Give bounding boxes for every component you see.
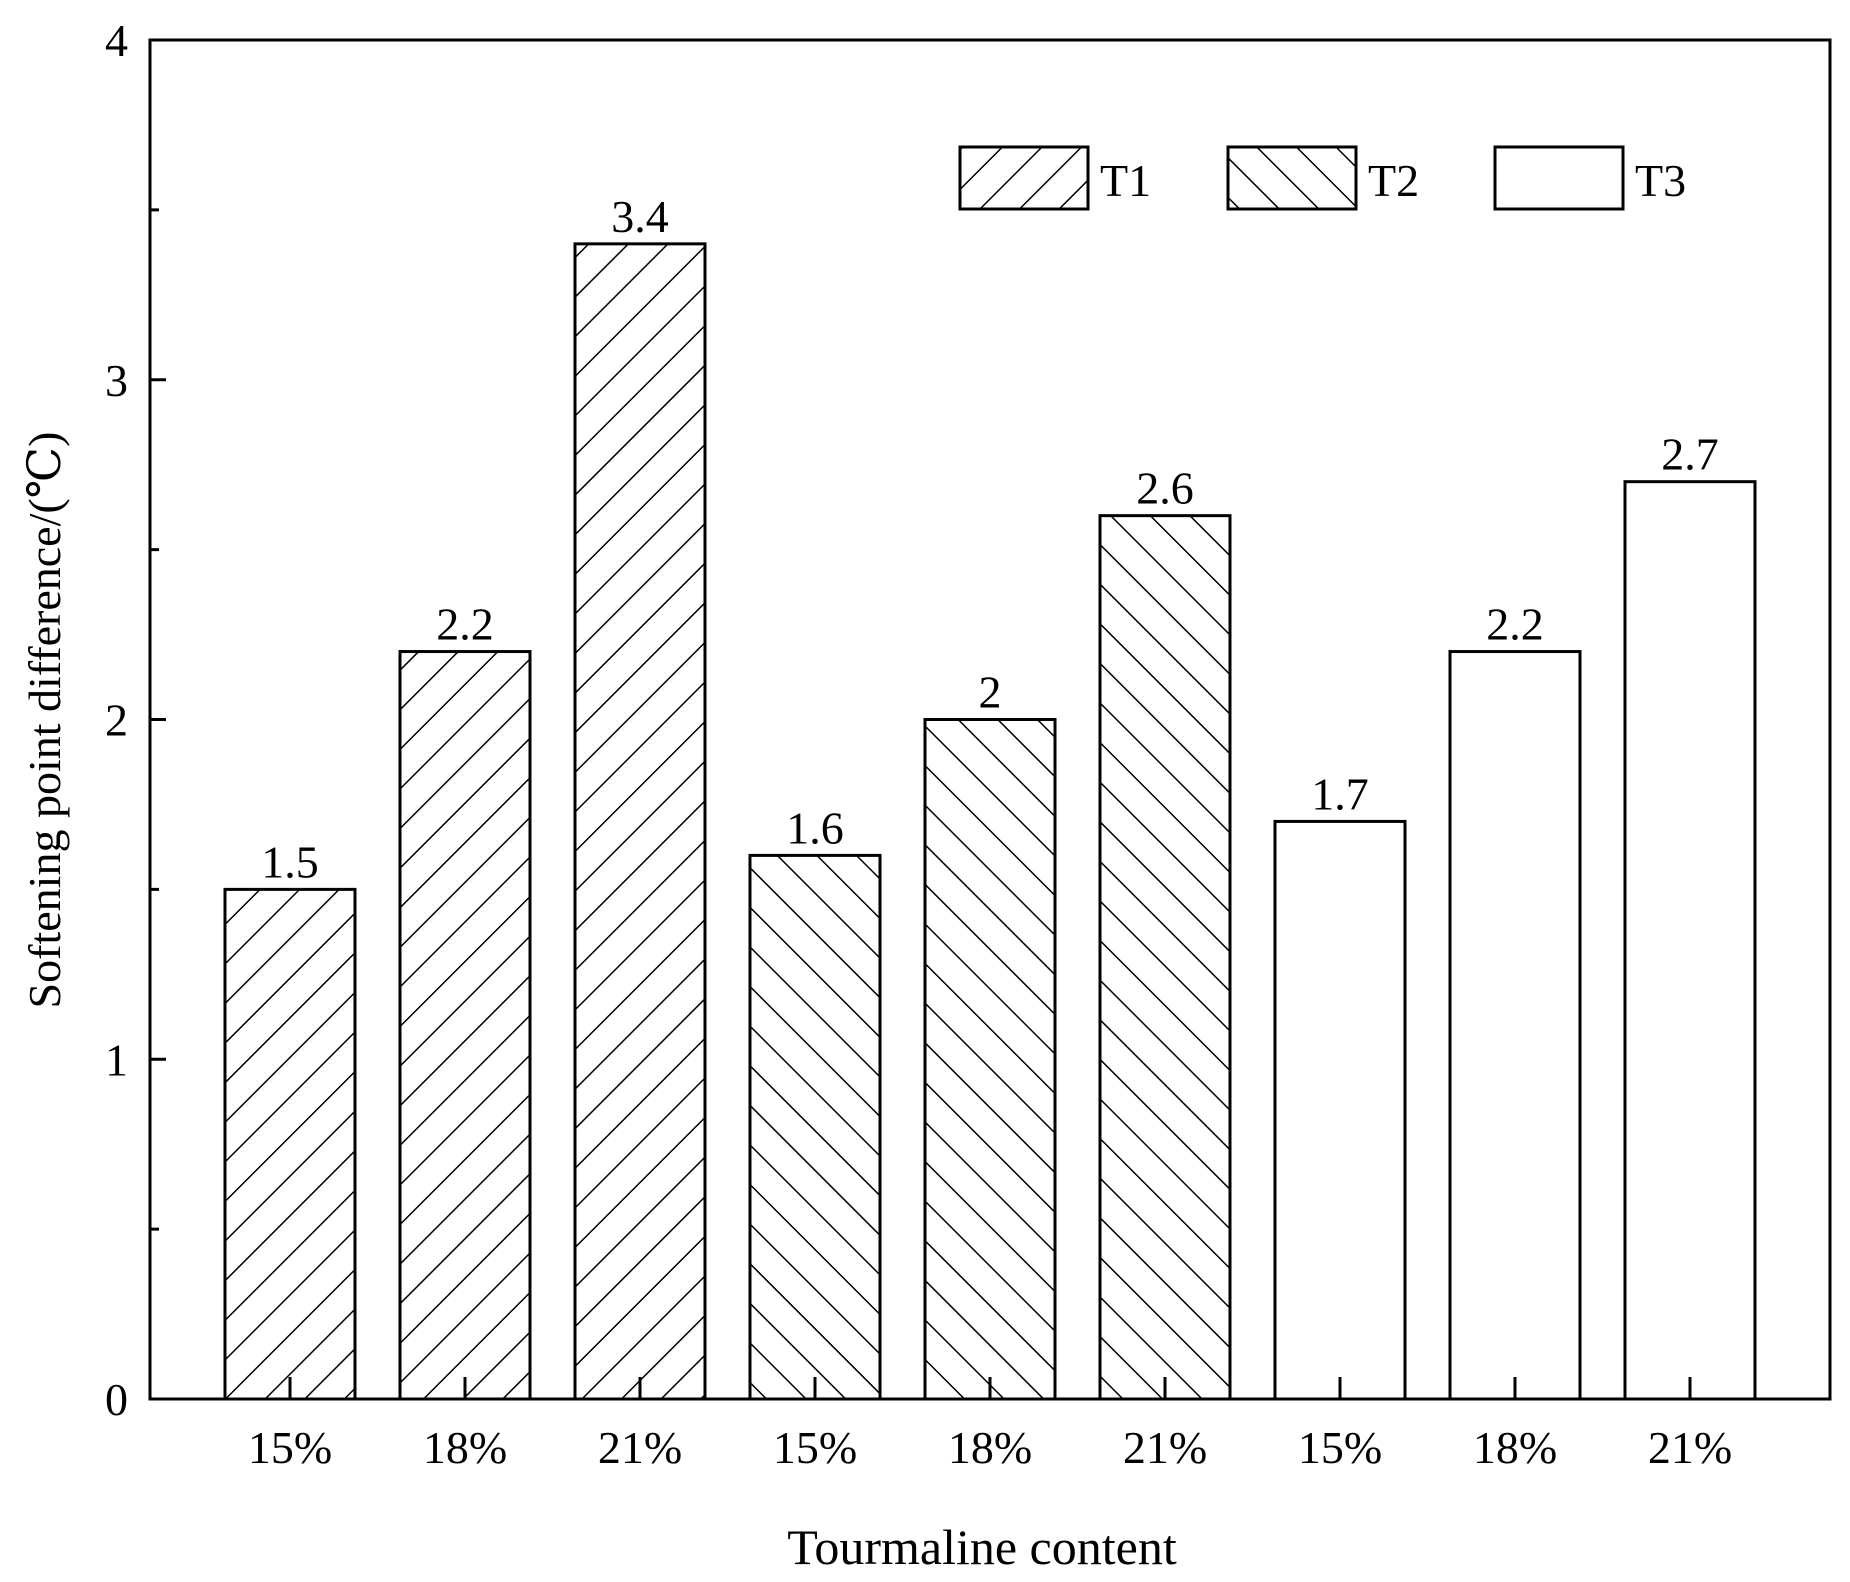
data-labels-group: 1.5 2.2 3.4 1.6 2 2.6 1.7 2.2 2.7 — [261, 191, 1719, 888]
x-axis-title: Tourmaline content — [787, 1519, 1177, 1575]
legend-swatch-t2 — [1226, 145, 1358, 211]
bar-t1-3 — [573, 242, 707, 1401]
legend-swatch-t1 — [958, 145, 1090, 211]
y-tick-label: 0 — [105, 1374, 128, 1425]
data-label: 2.7 — [1661, 429, 1719, 480]
legend-swatch-t3 — [1493, 145, 1625, 211]
x-tick-label: 21% — [1123, 1422, 1207, 1473]
data-label: 2.2 — [1486, 599, 1544, 650]
x-tick-label: 18% — [1473, 1422, 1557, 1473]
bar-t2-2 — [923, 718, 1057, 1401]
bar-t3-2 — [1448, 650, 1582, 1401]
data-label: 1.7 — [1311, 768, 1369, 819]
data-label: 1.6 — [786, 802, 844, 853]
x-tick-label: 21% — [598, 1422, 682, 1473]
y-axis-title: Softening point difference/(℃) — [19, 432, 70, 1009]
bar-t3-1 — [1273, 819, 1407, 1401]
bar-t3-3 — [1623, 480, 1757, 1401]
y-axis-ticks: 0 1 2 3 4 — [105, 15, 166, 1425]
bar-t1-2 — [398, 650, 532, 1401]
data-label: 2 — [979, 667, 1002, 718]
data-label: 2.6 — [1136, 463, 1194, 514]
x-tick-label: 15% — [248, 1422, 332, 1473]
x-axis-ticks: 15% 18% 21% 15% 18% 21% 15% 18% 21% — [248, 1377, 1732, 1473]
x-tick-label: 21% — [1648, 1422, 1732, 1473]
y-tick-label: 2 — [105, 695, 128, 746]
bars-group — [223, 242, 1757, 1401]
y-tick-label: 4 — [105, 15, 128, 66]
x-tick-label: 15% — [773, 1422, 857, 1473]
x-tick-label: 15% — [1298, 1422, 1382, 1473]
legend-label-t2: T2 — [1368, 155, 1419, 206]
legend-label-t3: T3 — [1635, 155, 1686, 206]
bar-t2-3 — [1098, 514, 1232, 1401]
bar-t1-1 — [223, 887, 357, 1401]
x-tick-label: 18% — [423, 1422, 507, 1473]
data-label: 1.5 — [261, 836, 319, 887]
y-tick-label: 1 — [105, 1034, 128, 1085]
bar-t2-1 — [748, 853, 882, 1401]
data-label: 3.4 — [611, 191, 669, 242]
legend-label-t1: T1 — [1100, 155, 1151, 206]
y-tick-label: 3 — [105, 355, 128, 406]
data-label: 2.2 — [436, 599, 494, 650]
legend: T1 T2 T3 — [958, 145, 1686, 211]
x-tick-label: 18% — [948, 1422, 1032, 1473]
